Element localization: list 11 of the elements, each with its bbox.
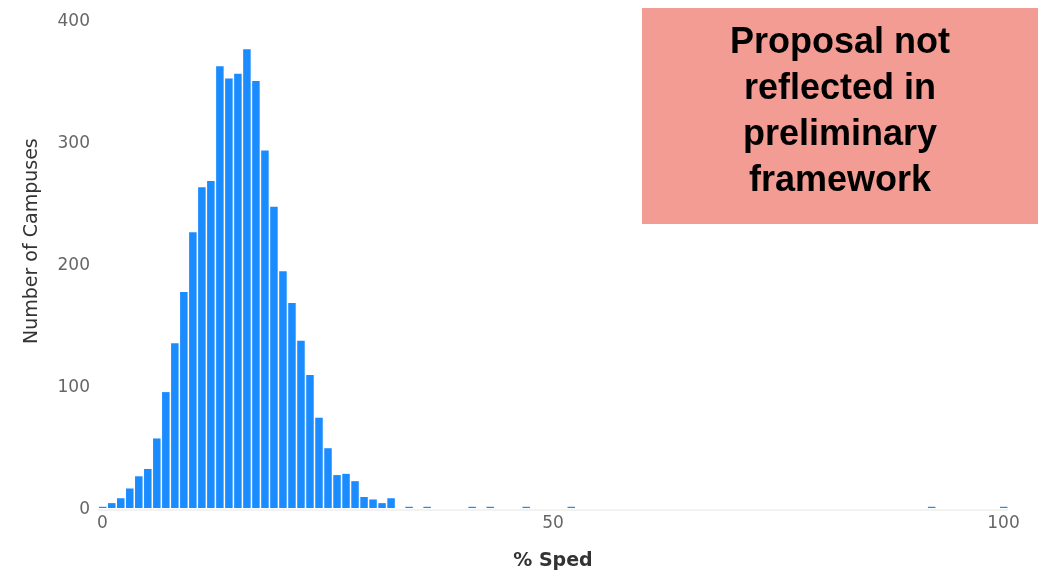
callout-box: Proposal not reflected in preliminary framework (642, 8, 1038, 224)
x-tick-label: 0 (97, 512, 108, 533)
x-axis-title: % Sped (513, 548, 593, 570)
x-tick-label: 50 (542, 512, 564, 533)
y-axis-title: Number of Campuses (18, 138, 41, 344)
y-tick-label: 300 (57, 132, 90, 153)
x-tick-label: 100 (987, 512, 1020, 533)
y-tick-label: 400 (57, 10, 90, 31)
y-tick-label: 200 (57, 254, 90, 275)
y-tick-label: 0 (79, 498, 90, 519)
y-tick-label: 100 (57, 376, 90, 397)
